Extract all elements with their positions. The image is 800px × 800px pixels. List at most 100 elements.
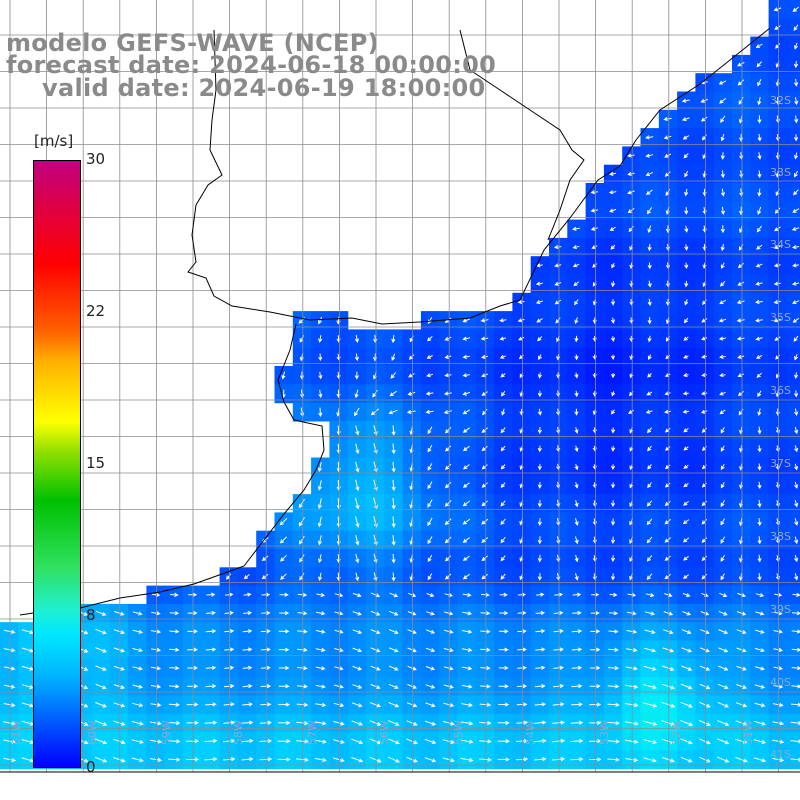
wind-arrow [205, 702, 217, 707]
wind-arrow [479, 702, 492, 707]
wind-arrow [570, 720, 584, 725]
wind-arrow [371, 592, 381, 598]
wind-arrow [425, 702, 436, 708]
wind-arrow [719, 391, 726, 396]
wind-arrow [132, 666, 143, 671]
wind-arrow [442, 720, 455, 726]
wind-arrow [590, 208, 599, 213]
wind-arrow [351, 720, 363, 726]
wind-arrow [647, 225, 652, 233]
wind-arrow [680, 720, 694, 727]
wind-arrow [753, 757, 767, 763]
wind-arrow [333, 720, 345, 726]
wind-arrow [794, 426, 799, 435]
wind-arrow [391, 534, 396, 546]
wind-arrow [481, 573, 489, 580]
wind-arrow [534, 702, 547, 707]
wind-arrow [498, 647, 509, 652]
wind-arrow [427, 517, 433, 527]
wind-cell [786, 54, 800, 74]
wind-arrow [608, 629, 619, 634]
wind-arrow [591, 245, 598, 249]
wind-arrow [534, 738, 547, 744]
wind-arrow [151, 592, 161, 597]
wind-arrow [701, 427, 707, 433]
wind-arrow [333, 739, 345, 744]
wind-arrow [794, 499, 799, 508]
wind-arrow [537, 336, 543, 342]
wind-arrow [535, 281, 543, 286]
wind-arrow [624, 721, 639, 726]
wind-arrow [297, 592, 308, 597]
wind-arrow [3, 666, 16, 671]
wind-arrow [21, 684, 34, 690]
wind-arrow [369, 756, 382, 763]
wind-arrow [281, 371, 286, 380]
wind-arrow [224, 683, 235, 689]
wind-arrow [535, 629, 546, 634]
wind-arrow [3, 648, 16, 653]
wind-arrow [755, 299, 763, 305]
wind-arrow [460, 739, 474, 744]
wind-arrow [682, 611, 692, 616]
wind-arrow [646, 518, 653, 526]
wind-arrow [336, 425, 341, 436]
lon-label: 61W [10, 720, 23, 745]
wind-arrow [499, 336, 507, 341]
wind-arrow [224, 665, 235, 670]
wind-arrow [278, 665, 290, 671]
wind-arrow [408, 373, 415, 378]
lon-label: 58W [232, 720, 245, 745]
wind-arrow [354, 335, 360, 344]
wind-arrow [279, 592, 289, 597]
wind-arrow [424, 720, 437, 726]
wind-arrow [499, 610, 509, 616]
wind-arrow [683, 153, 689, 159]
wind-arrow [589, 684, 601, 689]
wind-arrow [131, 757, 144, 763]
wind-arrow [735, 702, 748, 708]
wind-arrow [355, 443, 360, 455]
wind-arrow [279, 518, 288, 526]
wind-cell [786, 366, 800, 385]
wind-arrow [755, 281, 763, 286]
wind-arrow [462, 391, 471, 396]
wind-arrow [315, 647, 326, 653]
wind-arrow [462, 573, 470, 580]
wind-arrow [571, 702, 583, 707]
wind-arrow [352, 629, 363, 634]
wind-arrow [388, 665, 399, 671]
wind-arrow [793, 78, 799, 87]
wind-arrow [757, 536, 762, 545]
wind-arrow [609, 171, 617, 176]
wind-arrow [701, 573, 708, 580]
wind-arrow [661, 757, 675, 763]
wind-arrow [610, 317, 616, 324]
wind-arrow [444, 354, 452, 359]
wind-arrow [647, 427, 652, 434]
wind-arrow [757, 188, 762, 197]
wind-arrow [481, 391, 488, 396]
wind-cell [786, 91, 800, 111]
wind-arrow [719, 281, 726, 287]
wind-arrow [260, 665, 271, 670]
wind-arrow [791, 647, 800, 652]
wind-arrow [426, 611, 435, 616]
wind-arrow [625, 757, 639, 763]
lon-label: 56W [378, 720, 391, 745]
wind-arrow [277, 720, 291, 725]
wind-arrow [204, 757, 218, 762]
wind-arrow [516, 702, 528, 707]
wind-arrow [352, 665, 363, 671]
wind-arrow [481, 592, 490, 597]
wind-arrow [572, 226, 580, 231]
wind-arrow [388, 702, 400, 708]
wind-arrow [647, 207, 653, 215]
wind-arrow [681, 98, 690, 103]
wind-arrow [757, 78, 762, 87]
wind-arrow [537, 536, 542, 545]
wind-arrow [169, 684, 180, 689]
wind-arrow [680, 756, 693, 763]
wind-arrow [355, 553, 360, 564]
wind-arrow [481, 518, 489, 525]
